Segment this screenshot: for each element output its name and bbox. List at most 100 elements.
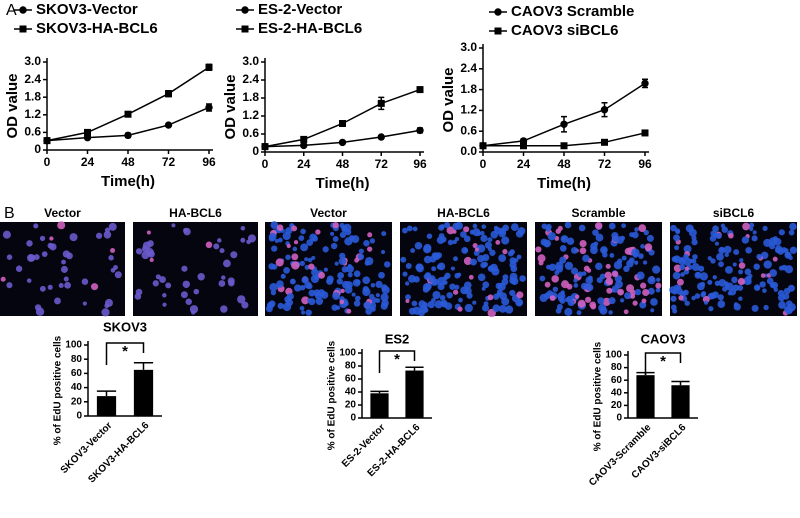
- cell: [338, 257, 347, 266]
- cell: [304, 257, 309, 262]
- cell: [787, 284, 795, 292]
- y-tick-label: 2.4: [24, 72, 41, 86]
- cell: [142, 241, 151, 250]
- cell: [308, 289, 316, 297]
- cell: [299, 305, 305, 311]
- cell: [751, 235, 758, 242]
- cell: [744, 268, 752, 276]
- cell: [763, 260, 772, 269]
- cell: [221, 275, 226, 280]
- cell: [63, 276, 69, 282]
- x-tick-label: 0: [44, 155, 51, 169]
- cell: [81, 278, 89, 285]
- marker: [300, 135, 308, 143]
- cell: [619, 298, 625, 303]
- micrograph: [669, 222, 798, 316]
- cell: [450, 266, 455, 271]
- cell: [599, 273, 606, 280]
- cell: [343, 301, 349, 307]
- cell: [647, 276, 656, 285]
- cell: [218, 280, 226, 287]
- cell: [69, 233, 78, 242]
- x-tick-label: 0: [480, 157, 487, 171]
- cell: [623, 309, 629, 315]
- cell: [519, 275, 526, 282]
- cell: [181, 265, 188, 272]
- marker: [416, 126, 424, 135]
- image-label: siBCL6: [713, 206, 755, 220]
- series-line: [264, 88, 421, 148]
- cell: [411, 300, 418, 307]
- cell: [304, 281, 312, 289]
- cell: [559, 298, 566, 304]
- cell: [700, 292, 706, 298]
- cell: [611, 270, 619, 278]
- marker: [124, 110, 132, 118]
- cell: [704, 300, 709, 305]
- cell: [480, 230, 485, 236]
- cell: [108, 222, 117, 231]
- legend-label: SKOV3-HA-BCL6: [36, 20, 158, 37]
- cell: [509, 272, 518, 281]
- cell: [748, 222, 755, 228]
- cell: [454, 272, 461, 279]
- cell: [149, 257, 154, 263]
- cell: [147, 250, 155, 258]
- y-tick-label: 0.6: [460, 123, 477, 137]
- legend-label: ES-2-HA-BCL6: [258, 20, 362, 37]
- cell: [427, 300, 435, 309]
- cell: [205, 241, 213, 249]
- cell: [642, 288, 650, 297]
- cell: [675, 229, 681, 235]
- micrograph: [133, 222, 258, 316]
- cell: [753, 284, 761, 291]
- cell: [217, 238, 222, 243]
- y-axis-label: % of EdU positive cells: [593, 341, 604, 451]
- cell: [721, 226, 728, 233]
- cell: [510, 223, 519, 232]
- cell: [516, 254, 522, 260]
- error-bar: [405, 366, 424, 371]
- marker: [560, 142, 568, 150]
- cell: [463, 226, 470, 233]
- cell: [691, 295, 696, 301]
- cell: [738, 269, 744, 275]
- cell: [655, 282, 662, 289]
- y-tick-label: 40: [345, 387, 357, 398]
- cell: [308, 263, 315, 270]
- error-bar: [671, 380, 690, 386]
- y-tick-label: 3.0: [242, 54, 259, 68]
- cell: [64, 281, 71, 289]
- significance-label: *: [122, 343, 128, 360]
- cell: [301, 296, 310, 305]
- cell: [165, 282, 172, 289]
- cell: [647, 287, 655, 295]
- bar: [636, 375, 655, 418]
- cell: [469, 258, 477, 266]
- cell: [336, 278, 343, 285]
- cell: [564, 261, 574, 270]
- cell: [375, 293, 380, 298]
- cell: [285, 254, 291, 260]
- cell: [60, 265, 68, 273]
- cell: [487, 265, 495, 272]
- cell: [449, 283, 456, 290]
- cell: [180, 291, 188, 299]
- y-tick-label: 80: [611, 362, 623, 373]
- cell: [560, 235, 569, 243]
- marker: [520, 142, 527, 150]
- cell: [298, 235, 305, 241]
- cell: [640, 282, 647, 289]
- cell: [487, 294, 494, 301]
- marker: [261, 143, 269, 151]
- cell: [784, 305, 791, 313]
- cell: [439, 224, 445, 230]
- panel-label: A: [6, 2, 17, 19]
- cell: [378, 271, 385, 279]
- cell: [406, 225, 413, 232]
- cell: [652, 265, 661, 274]
- marker: [124, 131, 132, 140]
- y-tick-label: 100: [65, 340, 82, 351]
- cell: [788, 229, 795, 236]
- x-tick-label: 72: [162, 155, 176, 169]
